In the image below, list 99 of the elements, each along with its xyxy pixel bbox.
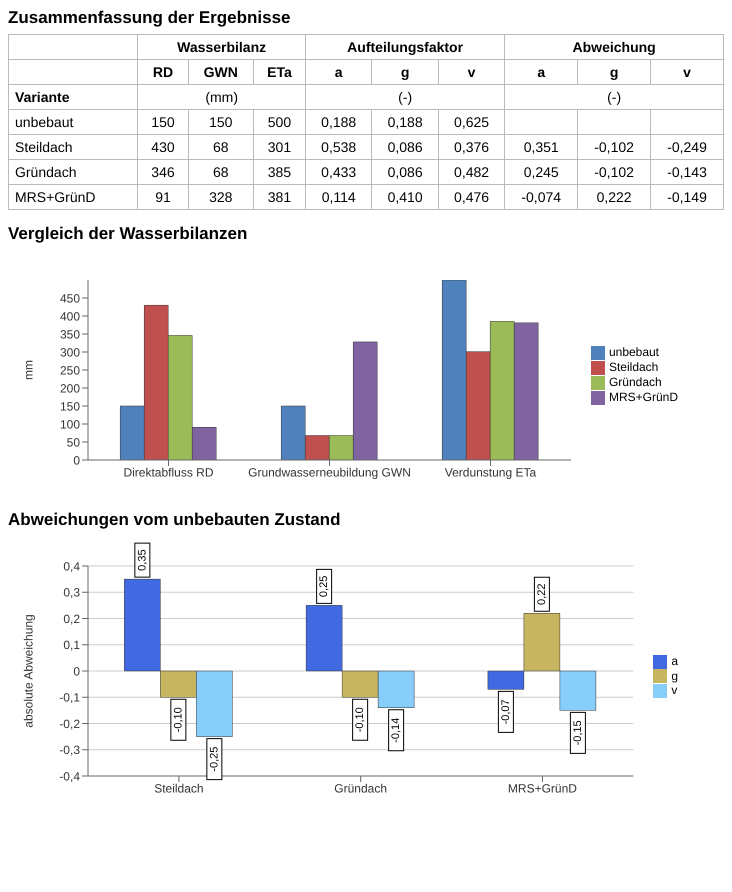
text: 68	[212, 164, 229, 180]
y-tick-label: -0,3	[59, 743, 80, 758]
legend-label: g	[671, 668, 678, 683]
text: 0,188	[388, 114, 423, 130]
chart-title: Abweichungen vom unbebauten Zustand	[8, 510, 342, 530]
text: (mm)	[138, 84, 306, 110]
text: -0,102	[594, 139, 634, 155]
text: (-)	[504, 84, 724, 110]
text: 0,476	[454, 189, 490, 205]
legend-label: Gründach	[608, 375, 662, 389]
text: 0,433	[321, 164, 356, 180]
text: 0,625	[454, 114, 490, 130]
text: 381	[268, 189, 292, 205]
text: Aufteilungsfaktor	[305, 34, 505, 60]
x-tick-label: Verdunstung ETa	[444, 466, 536, 480]
legend-label: v	[671, 683, 678, 698]
text: -0,102	[594, 164, 634, 180]
text: -0,149	[667, 189, 707, 205]
text: 0,086	[388, 139, 423, 155]
text: Abweichung	[504, 34, 724, 60]
text: 150	[209, 114, 232, 130]
text: 0,245	[524, 164, 559, 180]
y-tick-label: -0,1	[59, 690, 80, 705]
y-tick-label: 0	[73, 453, 80, 468]
text: 301	[268, 139, 292, 155]
text: 500	[268, 114, 292, 130]
data-label: 0,22	[536, 584, 548, 605]
text: 430	[151, 139, 175, 155]
text: 385	[268, 164, 292, 180]
text: 0,482	[454, 164, 490, 180]
legend-label: Steildach	[608, 360, 658, 374]
y-tick-label: -0,4	[59, 769, 80, 784]
y-tick-label: 0,4	[63, 559, 80, 574]
legend-label: MRS+GrünD	[608, 390, 678, 404]
y-tick-label: 450	[60, 291, 80, 306]
text: Variante	[8, 84, 138, 110]
x-tick-label: Direktabfluss RD	[123, 466, 214, 480]
y-tick-label: 200	[60, 381, 80, 396]
text: 346	[151, 164, 175, 180]
y-axis-title: absolute Abweichung	[21, 614, 36, 728]
text: Zusammenfassung der Ergebnisse	[8, 8, 292, 28]
text: 328	[209, 189, 232, 205]
text: 0,351	[524, 139, 559, 155]
text: 0,222	[596, 189, 632, 205]
y-axis-title: mm	[21, 360, 36, 380]
category-label: MRS+GrünD	[15, 189, 96, 205]
data-label: -0,10	[354, 707, 366, 732]
category-label: unbebaut	[15, 114, 74, 130]
category-label: v	[650, 60, 724, 84]
text: 0,376	[454, 139, 490, 155]
data-label: 0,25	[318, 576, 330, 598]
y-tick-label: 300	[60, 345, 80, 360]
text: (-)	[305, 84, 505, 110]
text: 91	[155, 189, 171, 205]
x-tick-label: Gründach	[334, 782, 388, 796]
text: 0,538	[321, 139, 356, 155]
data-label: 0,35	[136, 549, 148, 571]
y-tick-label: 0	[73, 664, 80, 678]
data-label: -0,14	[390, 718, 402, 743]
category-label: v	[438, 60, 505, 84]
chart-title: Vergleich der Wasserbilanzen	[8, 224, 248, 244]
text: -0,143	[667, 164, 707, 180]
y-tick-label: 350	[60, 327, 80, 342]
text: 68	[212, 139, 229, 155]
text: 150	[151, 114, 175, 130]
category-label: g	[578, 60, 651, 84]
y-tick-label: -0,2	[59, 716, 80, 731]
category-label: a	[504, 60, 578, 84]
category-label: ETa	[253, 60, 306, 84]
category-label: Steildach	[15, 139, 73, 155]
x-tick-label: MRS+GrünD	[508, 782, 578, 796]
data-label: -0,25	[208, 746, 220, 772]
y-tick-label: 250	[60, 363, 80, 378]
y-tick-label: 100	[60, 417, 80, 432]
y-tick-label: 0,3	[63, 586, 80, 600]
x-tick-label: Steildach	[154, 782, 204, 796]
text: 0,114	[322, 189, 356, 205]
category-label: Gründach	[15, 164, 76, 180]
text: -0,249	[667, 139, 707, 155]
text: 0,188	[321, 114, 356, 130]
y-tick-label: 50	[66, 435, 80, 450]
category-label: g	[372, 60, 438, 84]
legend-label: a	[671, 654, 678, 668]
text: 0,410	[388, 189, 423, 205]
data-label: -0,07	[500, 699, 512, 724]
x-tick-label: Grundwasserneubildung GWN	[248, 466, 411, 480]
legend-label: unbebaut	[608, 345, 660, 360]
category-label: a	[305, 60, 372, 84]
text: 0,086	[388, 164, 423, 180]
y-tick-label: 0,1	[63, 638, 80, 652]
category-label: GWN	[188, 60, 254, 84]
y-tick-label: 150	[60, 399, 80, 414]
data-label: -0,15	[572, 720, 584, 746]
text: -0,074	[521, 189, 562, 205]
data-label: -0,10	[172, 707, 184, 732]
y-tick-label: 400	[60, 309, 80, 324]
text: Wasserbilanz	[138, 34, 306, 60]
category-label: RD	[138, 60, 188, 84]
y-tick-label: 0,2	[63, 612, 80, 626]
